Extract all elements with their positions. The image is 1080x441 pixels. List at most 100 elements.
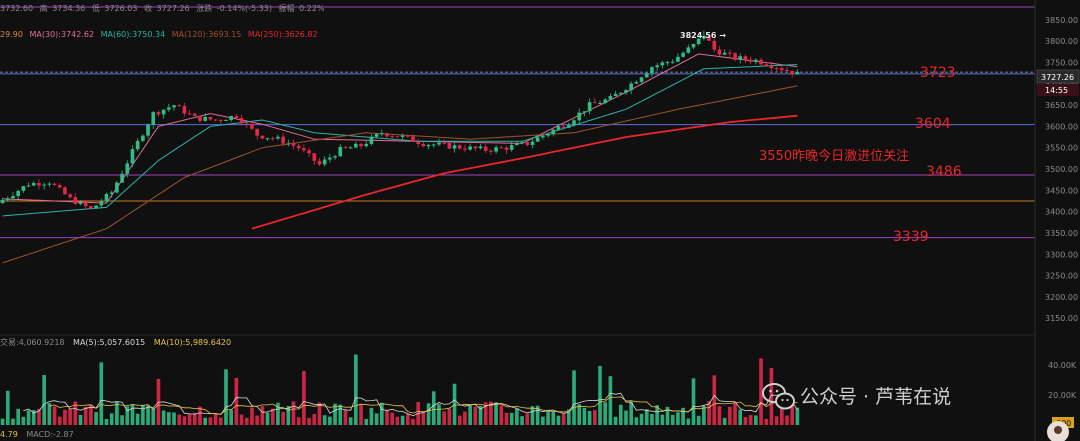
- volume-info: 交易:4,060.9218 MA(5):5,057.6015 MA(10):5,…: [0, 337, 231, 347]
- candle-body: [26, 185, 31, 187]
- volume-bar: [213, 413, 218, 425]
- candle-body: [390, 136, 395, 138]
- volume-ma-lines: [23, 392, 798, 417]
- volume-bar: [229, 409, 233, 425]
- candle-body: [296, 145, 301, 149]
- volume-bar: [94, 412, 98, 425]
- volume-bar: [629, 401, 633, 425]
- candle-body: [790, 70, 795, 75]
- volume-bar: [618, 404, 623, 425]
- volume-bar: [374, 413, 379, 425]
- candle-body: [250, 123, 254, 129]
- price-tick-label: 3200.00: [1045, 293, 1078, 302]
- volume-bar: [665, 406, 670, 425]
- volume-bar: [447, 408, 452, 425]
- volume-bars: [0, 354, 800, 425]
- volume-bar: [660, 414, 665, 425]
- candle-body: [37, 183, 41, 186]
- candle-body: [31, 183, 36, 186]
- candle-body: [702, 36, 706, 39]
- current-price-value: 3727.26: [1041, 73, 1074, 82]
- volume-bar: [411, 418, 415, 425]
- candle-body: [525, 142, 530, 145]
- candle-body: [473, 146, 478, 149]
- candle-body: [426, 144, 431, 147]
- candle-body: [328, 157, 332, 160]
- candle-body: [764, 64, 769, 66]
- ohlc-info: 3732.60 高 3734.36 低 3726.03 收 3727.26 涨跌…: [0, 3, 325, 13]
- volume-bar: [639, 413, 644, 425]
- candle-body: [769, 65, 774, 69]
- candle-body: [483, 146, 488, 151]
- candle-body: [395, 136, 400, 138]
- volume-bar: [343, 409, 348, 425]
- volume-bar: [561, 413, 566, 425]
- volume-bar: [182, 416, 187, 425]
- volume-bar: [603, 402, 608, 425]
- candle-body: [94, 205, 98, 209]
- candle-body: [665, 62, 670, 64]
- volume-bar: [130, 404, 135, 425]
- volume-bar: [31, 410, 36, 425]
- volume-bar: [89, 404, 93, 425]
- volume-bar: [302, 370, 306, 425]
- volume-bar: [738, 409, 743, 425]
- candle-body: [255, 128, 259, 136]
- volume-bar: [11, 418, 15, 425]
- moving-average-lines: [2, 53, 798, 264]
- volume-bar: [224, 369, 228, 425]
- candle-body: [239, 118, 244, 124]
- volume-bar: [260, 406, 265, 425]
- price-tick-label: 3150.00: [1045, 314, 1078, 323]
- volume-bar: [369, 407, 374, 425]
- volume-bar: [146, 405, 150, 425]
- watermark-text: 公众号 · 芦苇在说: [800, 386, 951, 408]
- candle-body: [302, 148, 306, 151]
- price-tick-label: 3600.00: [1045, 122, 1078, 131]
- volume-bar: [234, 377, 239, 425]
- volume-bar: [328, 416, 332, 425]
- volume-bar: [380, 402, 384, 425]
- candle-body: [639, 77, 644, 82]
- candle-body: [125, 163, 130, 174]
- price-tick-label: 3650.00: [1045, 101, 1078, 110]
- volume-bar: [78, 414, 83, 425]
- candle-body: [218, 120, 223, 122]
- volume-bar: [644, 409, 649, 425]
- candle-body: [629, 83, 633, 91]
- candle-body: [660, 62, 665, 66]
- volume-bar: [795, 407, 800, 425]
- volume-bar: [255, 415, 259, 425]
- volume-bar: [198, 406, 202, 425]
- candle-body: [42, 184, 46, 186]
- volume-bar: [37, 408, 41, 425]
- volume-bar: [702, 405, 706, 425]
- candle-body: [691, 44, 696, 48]
- volume-bar: [463, 411, 467, 425]
- avatar: [1047, 421, 1069, 441]
- price-tick-label: 3400.00: [1045, 208, 1078, 217]
- candle-body: [774, 68, 779, 70]
- volume-bar: [520, 416, 524, 425]
- candle-body: [509, 145, 514, 150]
- candle-body: [146, 124, 150, 136]
- candle-body: [457, 145, 462, 149]
- candle-body: [515, 143, 519, 146]
- candle-body: [78, 201, 83, 205]
- candle-body: [608, 95, 613, 100]
- candle-body: [317, 160, 322, 165]
- candle-body: [5, 198, 10, 200]
- price-tick-label: 3750.00: [1045, 58, 1078, 67]
- volume-bar: [52, 406, 57, 425]
- volume-bar: [774, 416, 779, 425]
- candle-body: [354, 143, 358, 148]
- price-tick-label: 3500.00: [1045, 165, 1078, 174]
- candle-body: [89, 206, 93, 209]
- candle-body: [83, 201, 88, 207]
- candle-body: [780, 68, 784, 71]
- volume-bar: [395, 416, 400, 425]
- volume-bar: [743, 417, 748, 425]
- volume-bar: [218, 417, 223, 425]
- volume-bar: [541, 416, 545, 425]
